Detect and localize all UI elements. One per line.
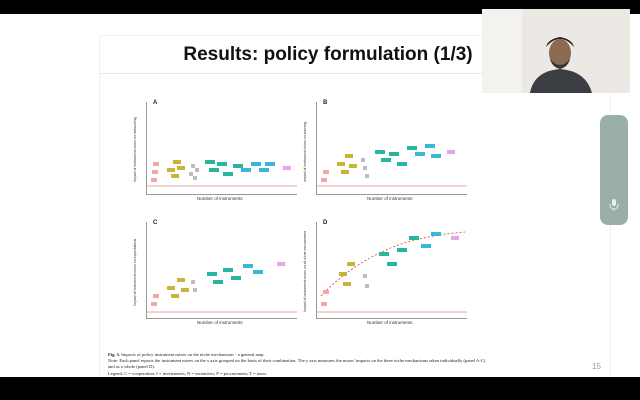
figure-panels: A Number of instruments Impact of instru… xyxy=(110,96,467,336)
participant-video[interactable] xyxy=(482,9,630,93)
panel-c: C Number of instruments Impact of instru… xyxy=(133,220,297,325)
panel-c-ylabel: Impact of instrument mixes on expectatio… xyxy=(133,238,137,306)
panel-a-letter: A xyxy=(153,100,158,106)
panel-c-letter: C xyxy=(153,220,158,226)
panel-d-markers xyxy=(321,232,459,306)
panel-c-xlabel: Number of instruments xyxy=(197,320,243,325)
bottom-bar xyxy=(0,377,640,400)
panel-b-letter: B xyxy=(323,100,328,106)
panel-a-ylabel: Impact of instrument mixes on networking xyxy=(133,117,137,182)
panel-b-markers xyxy=(321,144,455,182)
caption-legend: Legend: C = cooperation; I = investments… xyxy=(108,370,268,376)
panel-a-plot xyxy=(147,160,297,187)
slide: Results: policy formulation (1/3) xyxy=(100,36,610,382)
caption-fig-text: Impacts of policy instrument mixes on th… xyxy=(121,352,265,357)
presentation-stage: Results: policy formulation (1/3) xyxy=(0,14,640,382)
panel-a: A Number of instruments Impact of instru… xyxy=(133,100,297,201)
microphone-icon[interactable] xyxy=(608,198,620,211)
caption-note: Note: Each panel reports the instrument … xyxy=(108,358,486,370)
slide-page-number: 15 xyxy=(592,362,601,371)
panel-d: D Number of instruments Impact of instru… xyxy=(303,220,467,325)
participant-video-icon xyxy=(482,9,630,93)
panel-d-plot xyxy=(317,231,467,313)
top-bar xyxy=(0,0,640,14)
panel-a-markers xyxy=(151,160,291,182)
panel-d-letter: D xyxy=(323,220,328,226)
panel-a-xlabel: Number of instruments xyxy=(197,196,243,201)
panel-b-plot xyxy=(317,144,467,187)
panel-d-xlabel: Number of instruments xyxy=(367,320,413,325)
slide-title: Results: policy formulation (1/3) xyxy=(183,44,473,65)
panel-b-xlabel: Number of instruments xyxy=(367,196,413,201)
caption-fig-label: Fig. 5. xyxy=(108,352,121,357)
panel-c-markers xyxy=(151,262,285,306)
title-divider xyxy=(100,73,610,74)
panel-c-plot xyxy=(147,262,297,313)
panel-b: B Number of instruments Impact of instru… xyxy=(303,100,467,201)
panel-b-ylabel: Impact of instrument mixes on learning xyxy=(303,121,307,182)
panel-d-ylabel: Impact of instrument mixes on all niche … xyxy=(303,230,307,312)
side-controls-panel[interactable] xyxy=(600,115,628,225)
